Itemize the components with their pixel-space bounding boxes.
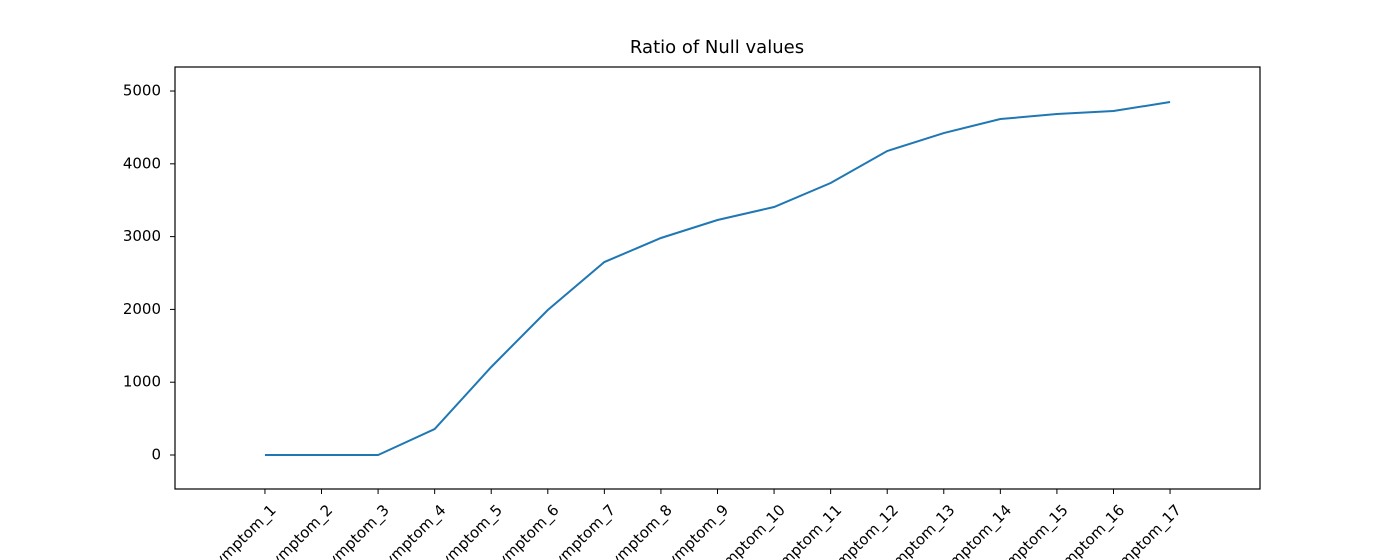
plot-frame bbox=[174, 66, 1261, 490]
y-tick-label: 5000 bbox=[123, 82, 161, 100]
x-tick-label: Symptom_1 bbox=[204, 501, 281, 560]
y-tick-label: 1000 bbox=[123, 373, 161, 391]
line bbox=[264, 101, 1171, 457]
y-tick-label: 2000 bbox=[123, 300, 161, 318]
y-tick-label: 0 bbox=[151, 446, 161, 464]
chart-title: Ratio of Null values bbox=[630, 37, 804, 58]
y-tick-label: 3000 bbox=[123, 227, 161, 245]
y-tick-label: 4000 bbox=[123, 154, 161, 172]
